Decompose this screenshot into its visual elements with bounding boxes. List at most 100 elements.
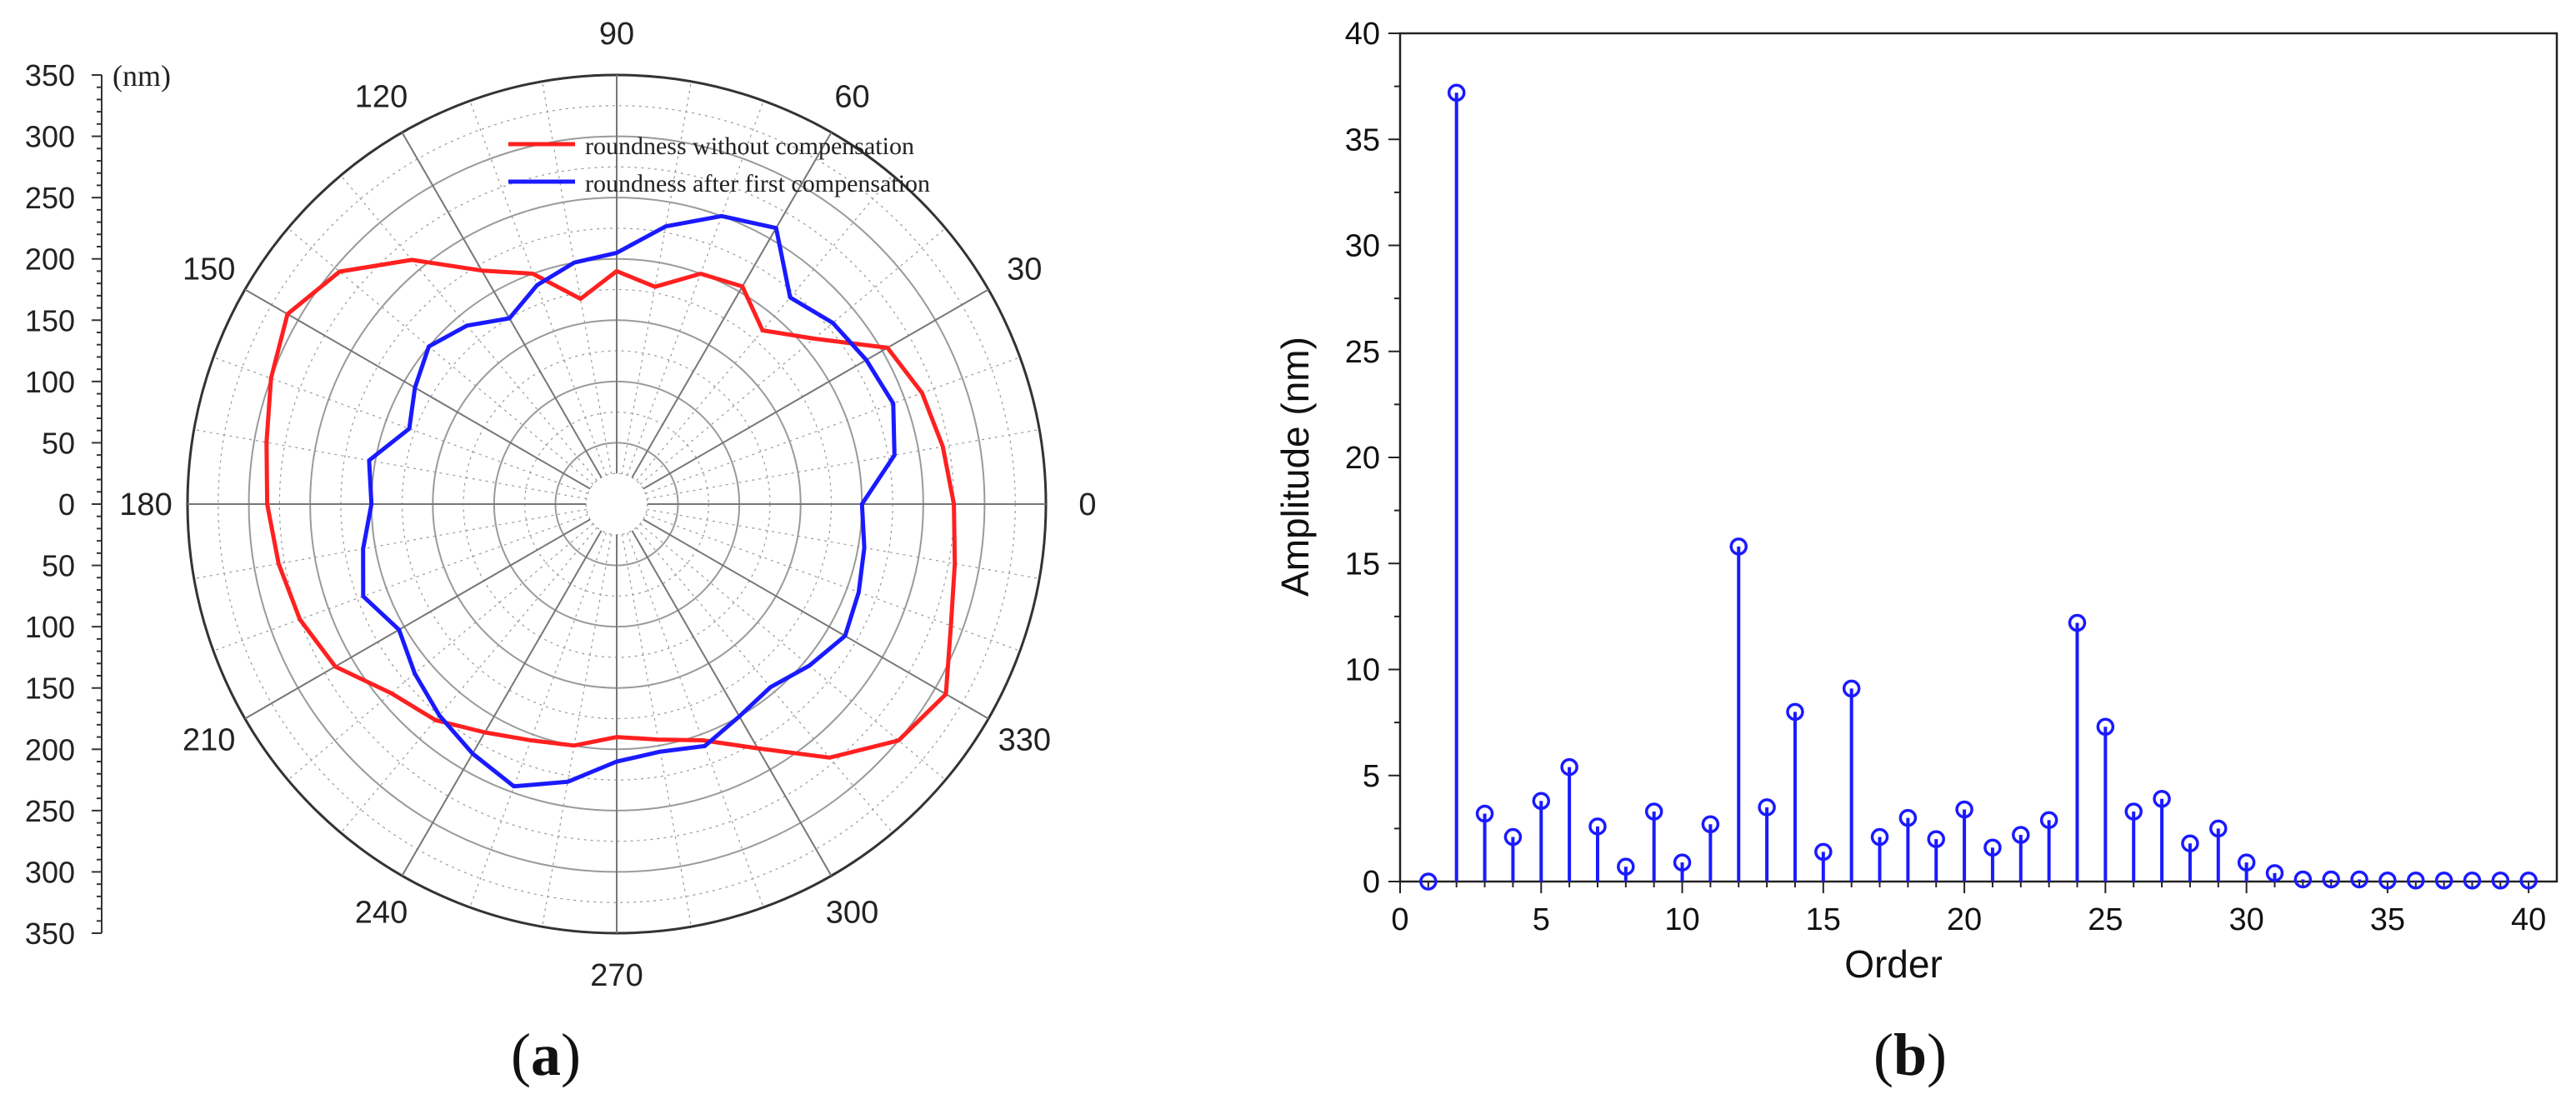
polar-spoke-major [631,132,833,478]
polar-chart: 3503002502001501005005010015020025030035… [25,17,1097,1088]
stem-marker [1447,83,1466,102]
stem-marker [1955,800,1973,819]
series-line-without-compensation [264,257,958,760]
polar-spoke-minor [627,532,764,908]
x-tick-label: 40 [2511,902,2546,937]
stem-chart: 0 5 10 15 20 25 30 35 40 0 5 10 15 20 25 30 35 40 Order A… [1273,17,2558,1088]
angle-label: 0 [1078,487,1096,522]
polar-series [264,213,958,789]
legend: roundness without compensation roundness… [508,132,930,197]
angle-label: 210 [183,723,235,758]
scale-tick-label: 250 [25,794,75,828]
stem-marker [2293,870,2313,889]
scale-tick-label: 50 [42,549,75,583]
scale-tick-label: 150 [25,672,75,706]
stem-marker [2039,811,2058,829]
y-tick-label: 30 [1345,229,1380,264]
angle-labels: 0 30 60 90 120 150 180 210 240 270 300 330 [119,17,1096,993]
stem-marker [2068,613,2087,632]
y-axis-title: Amplitude (nm) [1273,337,1317,597]
angle-label: 270 [590,958,643,993]
scale-tick-label: 200 [25,242,75,277]
stem-marker [1419,872,1438,891]
angle-label: 30 [1007,252,1042,287]
y-tick-label: 5 [1363,759,1380,794]
y-tick-label: 35 [1345,122,1380,157]
polar-spoke-minor [469,532,607,908]
stem-marker [2153,789,2171,808]
stem-marker [1673,853,1692,872]
polar-spoke-minor [645,357,1021,494]
polar-spoke-minor [541,534,613,927]
angle-label: 60 [834,80,869,115]
stem-marker [2406,871,2425,890]
stem-marker [2350,870,2368,889]
y-tick-label: 15 [1345,547,1380,582]
angle-label: 180 [119,487,172,522]
y-tick-label: 25 [1345,335,1380,370]
stem-marks [1419,83,2538,891]
y-tick-label: 0 [1363,865,1380,900]
scale-tick-label: 350 [25,917,75,951]
scale-tick-label: 300 [25,120,75,154]
radial-scale-axis: 350 300 250 200 150 100 50 0 50 100 150 200 250 300 35… [25,58,103,951]
stem-marker [1927,830,1945,848]
stem-marker [1786,702,1804,722]
y-tick-label: 10 [1345,653,1380,688]
polar-spoke-major [631,530,833,877]
y-tick-label: 20 [1345,441,1380,476]
x-tick-label: 35 [2370,902,2405,937]
scale-tick-label: 300 [25,855,75,889]
stem-axes: 0 5 10 15 20 25 30 35 40 0 5 10 15 20 25 30 35 40 [1345,17,2558,937]
x-tick-label: 25 [2088,902,2123,937]
stem-marker [2209,819,2228,838]
stem-marker [2124,802,2143,821]
angle-label: 90 [599,17,634,52]
polar-spoke-minor [636,527,893,833]
legend-label-without-compensation: roundness without compensation [585,132,914,160]
polar-spoke-major [643,288,989,490]
angle-label: 300 [826,895,878,930]
scale-tick-label: 100 [25,610,75,644]
panel-label-a-letter: a [531,1022,561,1088]
plot-frame [1398,32,2558,883]
scale-tick-label: 200 [25,732,75,767]
stem-marker [1560,757,1578,777]
stem-marker [2378,871,2397,890]
x-tick-label: 30 [2228,902,2263,937]
stem-marker [1701,815,1720,834]
angle-label: 240 [355,895,408,930]
stem-marker [2265,864,2284,882]
stem-marker [1532,792,1551,811]
polar-spoke-minor [340,527,598,833]
stem-marker [2012,826,2030,844]
scale-tick-label: 0 [58,487,75,522]
scale-tick-label: 150 [25,303,75,337]
series-line-after-compensation [361,213,897,789]
angle-label: 150 [183,252,235,287]
x-tick-label: 10 [1664,902,1699,937]
scale-tick-label: 50 [42,426,75,460]
polar-spoke-major [401,530,603,877]
polar-spoke-minor [647,428,1040,500]
stem-marker [2322,870,2340,889]
stem-marker [1814,842,1833,862]
polar-spoke-minor [193,508,587,580]
polar-spoke-major [401,132,603,478]
legend-label-after-compensation: roundness after first compensation [585,170,930,197]
panel-label-b-letter: b [1893,1022,1927,1088]
polar-spoke-minor [288,227,594,485]
stem-marker [1644,802,1663,821]
stem-marker [1729,537,1748,556]
stem-marker [2491,871,2510,890]
x-tick-label: 0 [1391,902,1408,937]
x-tick-label: 15 [1806,902,1841,937]
polar-ring [585,472,648,536]
x-tick-label: 5 [1533,902,1550,937]
stem-marker [1588,817,1607,836]
y-tick-label: 40 [1345,17,1380,52]
polar-spoke-minor [639,227,946,485]
panel-label-b: (b) [1873,1022,1947,1088]
panel-label-a: (a) [511,1022,581,1088]
